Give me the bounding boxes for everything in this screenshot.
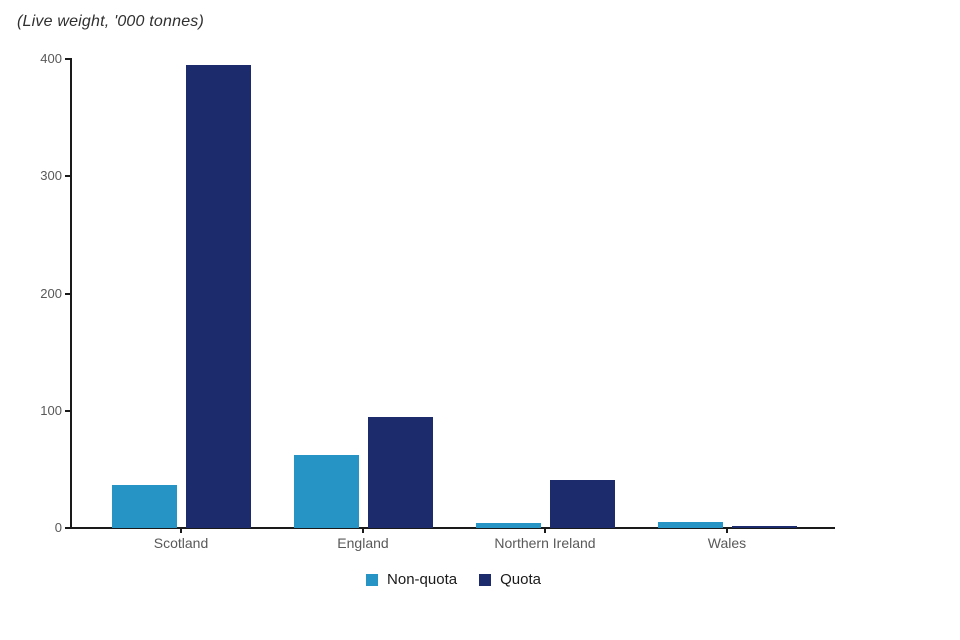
bar-scotland-non-quota (111, 484, 177, 528)
legend-item-non-quota: Non-quota (366, 571, 457, 588)
y-axis-line (70, 58, 72, 529)
legend-label-quota: Quota (500, 571, 541, 588)
bar-wales-non-quota (657, 522, 723, 528)
y-tick-label: 100 (40, 402, 62, 418)
legend: Non-quota Quota (72, 571, 835, 588)
x-tick (362, 529, 364, 533)
y-tick-label: 300 (40, 168, 62, 184)
bar-northern-ireland-non-quota (475, 522, 541, 528)
y-tick-label: 0 (54, 520, 62, 535)
legend-swatch-quota (479, 573, 492, 586)
chart-title: (Live weight, '000 tonnes) (17, 13, 205, 30)
y-tick (65, 527, 70, 529)
y-tick (65, 409, 70, 412)
bar-scotland-quota (185, 64, 251, 528)
bar-england-non-quota (293, 455, 359, 528)
bar-northern-ireland-quota (549, 479, 615, 528)
y-tick (65, 292, 70, 295)
x-tick (544, 529, 546, 533)
y-tick (65, 58, 70, 60)
x-tick-label-scotland: Scotland (153, 535, 209, 551)
x-tick-label-wales: Wales (707, 535, 747, 551)
x-tick-label-england: England (337, 535, 389, 551)
x-tick-label-northern-ireland: Northern Ireland (494, 535, 596, 551)
x-axis-line (65, 527, 835, 529)
x-tick (726, 529, 728, 533)
y-tick (65, 175, 70, 178)
bar-england-quota (367, 416, 433, 528)
legend-label-non-quota: Non-quota (387, 571, 458, 588)
y-tick-label: 400 (40, 51, 62, 66)
bar-wales-quota (731, 526, 797, 528)
legend-item-quota: Quota (479, 571, 541, 588)
x-tick (180, 529, 182, 533)
legend-swatch-non-quota (366, 573, 379, 586)
y-tick-label: 200 (40, 285, 62, 301)
